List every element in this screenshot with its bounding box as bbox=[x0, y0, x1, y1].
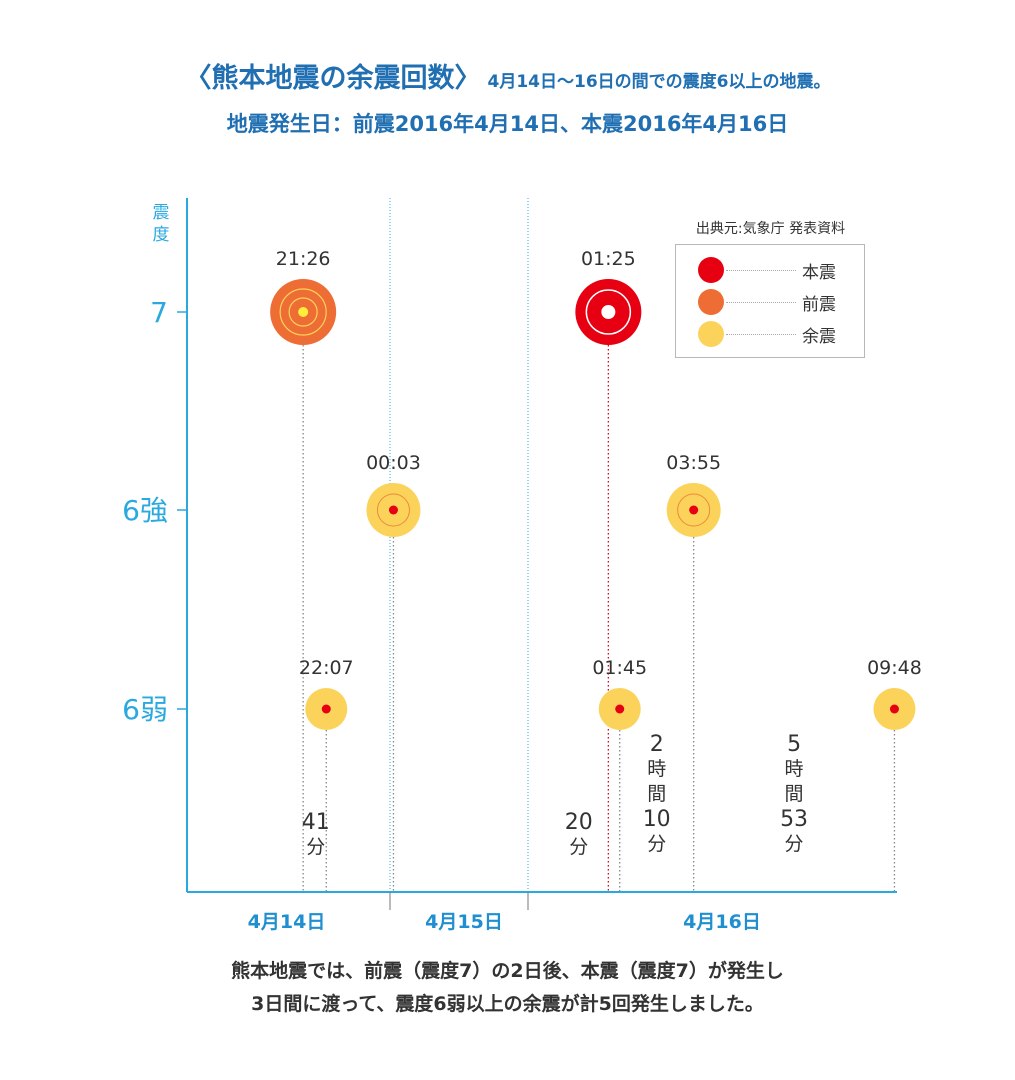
interval-label: 分 bbox=[785, 833, 804, 855]
interval-label: 間 bbox=[785, 783, 804, 805]
interval-label: 5 bbox=[787, 732, 801, 757]
y-tick-label: 6強 bbox=[122, 494, 168, 527]
quake-ring bbox=[279, 288, 327, 336]
interval-label: 分 bbox=[569, 836, 588, 858]
legend-swatch-foreshock bbox=[698, 289, 724, 315]
interval-label: 分 bbox=[306, 836, 325, 858]
legend-label-mainshock: 本震 bbox=[802, 263, 836, 283]
chart-title: 〈熊本地震の余震回数〉 4月14日〜16日の間での震度6以上の地震。 bbox=[0, 56, 1015, 95]
interval-label: 20 bbox=[565, 810, 593, 835]
y-tick-label: 6弱 bbox=[122, 693, 168, 726]
interval-label: 間 bbox=[647, 783, 666, 805]
legend-item-mainshock: 本震 bbox=[676, 255, 864, 285]
legend-leader bbox=[726, 334, 796, 335]
quake-center bbox=[889, 704, 899, 714]
quake-center bbox=[321, 704, 331, 714]
legend-item-aftershock: 余震 bbox=[676, 319, 864, 349]
time-label: 01:25 bbox=[581, 248, 636, 270]
time-label: 21:26 bbox=[276, 248, 331, 270]
quake-center bbox=[388, 505, 398, 515]
legend-swatch-mainshock bbox=[698, 257, 724, 283]
interval-label: 41 bbox=[302, 810, 330, 835]
footer-line-1: 熊本地震では、前震（震度7）の2日後、本震（震度7）が発生し bbox=[231, 960, 784, 982]
title-sub: 4月14日〜16日の間での震度6以上の地震。 bbox=[487, 72, 831, 92]
quake-ring bbox=[585, 289, 632, 335]
x-day-label: 4月15日 bbox=[425, 911, 503, 933]
quake-ring bbox=[677, 493, 711, 527]
legend-label-foreshock: 前震 bbox=[802, 295, 836, 315]
legend-label-aftershock: 余震 bbox=[802, 327, 836, 347]
time-label: 00:03 bbox=[366, 452, 421, 474]
time-label: 22:07 bbox=[299, 657, 354, 679]
y-tick-label: 7 bbox=[150, 296, 168, 329]
legend-leader bbox=[726, 302, 796, 303]
interval-label: 53 bbox=[780, 807, 808, 832]
interval-label: 時 bbox=[647, 758, 666, 780]
interval-label: 分 bbox=[647, 833, 666, 855]
legend-item-foreshock: 前震 bbox=[676, 287, 864, 317]
quake-center bbox=[689, 505, 699, 515]
legend-box: 本震 前震 余震 bbox=[675, 244, 865, 358]
interval-label: 10 bbox=[643, 807, 671, 832]
quake-ring bbox=[288, 297, 318, 327]
legend: 出典元:気象庁 発表資料 本震 前震 余震 bbox=[673, 214, 868, 360]
quake-center bbox=[298, 307, 309, 317]
interval-label: 時 bbox=[785, 758, 804, 780]
legend-leader bbox=[726, 270, 796, 271]
y-axis-label: 震 bbox=[153, 203, 170, 223]
legend-swatch-aftershock bbox=[698, 321, 724, 347]
x-day-label: 4月16日 bbox=[683, 911, 761, 933]
title-main: 〈熊本地震の余震回数〉 bbox=[184, 63, 482, 94]
y-axis-label: 度 bbox=[153, 225, 170, 245]
interval-label: 2 bbox=[650, 732, 664, 757]
time-label: 01:45 bbox=[592, 657, 647, 679]
time-label: 03:55 bbox=[666, 452, 721, 474]
time-label: 09:48 bbox=[867, 657, 922, 679]
footer-note: 熊本地震では、前震（震度7）の2日後、本震（震度7）が発生し 3日間に渡って、震… bbox=[0, 955, 1015, 1021]
chart-subtitle: 地震発生日：前震2016年4月14日、本震2016年4月16日 bbox=[226, 112, 789, 136]
quake-center bbox=[615, 704, 625, 714]
quake-ring bbox=[376, 493, 410, 527]
legend-source: 出典元:気象庁 発表資料 bbox=[695, 221, 846, 237]
x-day-label: 4月14日 bbox=[248, 911, 326, 933]
footer-line-2: 3日間に渡って、震度6弱以上の余震が計5回発生しました。 bbox=[251, 993, 764, 1015]
quake-center bbox=[601, 305, 616, 319]
